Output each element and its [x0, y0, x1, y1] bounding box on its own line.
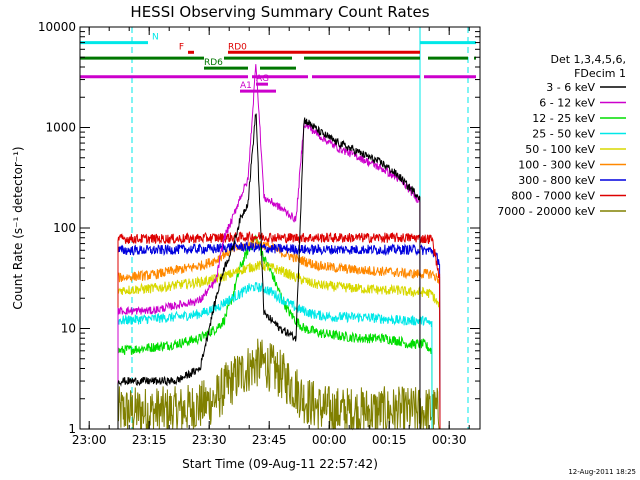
chart-title: HESSI Observing Summary Count Rates	[130, 3, 429, 21]
x-tick-label-3: 23:45	[252, 433, 287, 447]
legend-label-4: 25 - 50 keV	[532, 128, 595, 141]
y-axis-ticks: 1 10 100 1000 10000	[38, 20, 480, 436]
series-line-4	[117, 282, 433, 430]
y-tick-label-4: 10000	[38, 20, 76, 34]
x-tick-label-6: 00:30	[432, 433, 467, 447]
x-axis-ticks: 23:00 23:15 23:30 23:45 00:00 00:15 00:30	[72, 27, 470, 447]
y-tick-label-0: 1	[68, 422, 76, 436]
y-tick-label-3: 1000	[45, 121, 76, 135]
legend-label-8: 800 - 7000 keV	[511, 190, 595, 203]
x-tick-label-1: 23:15	[132, 433, 167, 447]
flag-bars: N F RD0 RD6 AG A1	[80, 33, 476, 93]
series-line-2	[117, 64, 421, 430]
legend-label-7: 300 - 800 keV	[518, 174, 595, 187]
legend-header-line-1: Det 1,3,4,5,6,	[550, 53, 626, 66]
footer-timestamp: 12-Aug-2011 18:25	[568, 468, 636, 476]
series-line-1	[117, 113, 421, 430]
series-line-8	[117, 231, 441, 430]
legend-label-1: 3 - 6 keV	[546, 81, 595, 94]
legend-label-9: 7000 - 20000 keV	[497, 205, 595, 218]
legend: Det 1,3,4,5,6,FDecim 13 - 6 keV 6 - 12 ke…	[497, 53, 626, 218]
legend-header-line-2: FDecim 1	[574, 67, 626, 80]
legend-label-2: 6 - 12 keV	[539, 97, 595, 110]
legend-label-6: 100 - 300 keV	[518, 159, 595, 172]
flag-label-1: F	[179, 42, 184, 52]
series-line-6	[117, 238, 441, 430]
y-tick-label-2: 100	[53, 221, 76, 235]
x-tick-label-5: 00:15	[372, 433, 407, 447]
flag-label-7: A1	[240, 81, 252, 91]
flag-label-2: RD0	[228, 42, 247, 52]
legend-label-3: 12 - 25 keV	[532, 112, 595, 125]
plot-data	[79, 27, 469, 431]
x-tick-label-2: 23:30	[192, 433, 227, 447]
flag-label-4: RD6	[204, 58, 223, 68]
y-axis-label: Count Rate (s⁻¹ detector⁻¹)	[11, 146, 25, 309]
legend-label-5: 50 - 100 keV	[525, 143, 595, 156]
flag-label-6: AG	[256, 74, 269, 84]
flag-label-0: N	[152, 33, 159, 43]
y-tick-label-1: 10	[61, 322, 76, 336]
x-axis-label: Start Time (09-Aug-11 22:57:42)	[182, 457, 378, 471]
series-line-7	[117, 240, 441, 430]
x-tick-label-0: 23:00	[72, 433, 107, 447]
series-line-5	[117, 260, 441, 430]
x-tick-label-4: 00:00	[312, 433, 347, 447]
series-line-3	[117, 234, 433, 430]
